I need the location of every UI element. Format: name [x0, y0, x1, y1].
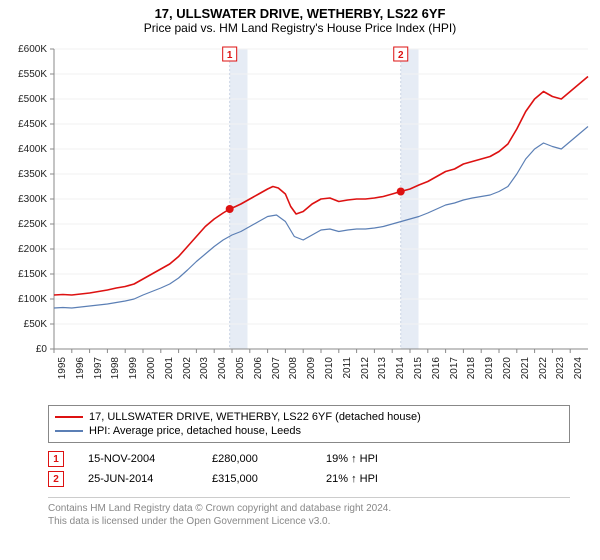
- legend-label: HPI: Average price, detached house, Leed…: [89, 425, 301, 437]
- footnote: Contains HM Land Registry data © Crown c…: [48, 497, 570, 528]
- svg-text:£150K: £150K: [18, 269, 47, 280]
- sale-row: 1 15-NOV-2004 £280,000 19% ↑ HPI: [48, 449, 570, 469]
- legend: 17, ULLSWATER DRIVE, WETHERBY, LS22 6YF …: [48, 405, 570, 443]
- chart-title: 17, ULLSWATER DRIVE, WETHERBY, LS22 6YF: [0, 0, 600, 21]
- sale-marker: 2: [48, 471, 64, 487]
- chart-area: £0 £50K £100K £150K £200K £250K £300K £350K £400…: [0, 39, 600, 399]
- svg-text:£0: £0: [36, 344, 48, 355]
- svg-text:£450K: £450K: [18, 119, 47, 130]
- sale-delta: 19% ↑ HPI: [326, 453, 378, 465]
- legend-item: HPI: Average price, detached house, Leed…: [55, 424, 563, 438]
- svg-text:£600K: £600K: [18, 44, 47, 55]
- legend-label: 17, ULLSWATER DRIVE, WETHERBY, LS22 6YF …: [89, 411, 421, 423]
- svg-text:£500K: £500K: [18, 94, 47, 105]
- svg-text:£550K: £550K: [18, 69, 47, 80]
- svg-text:£50K: £50K: [24, 319, 48, 330]
- chart-svg: £0 £50K £100K £150K £200K £250K £300K £350K £400…: [0, 39, 600, 399]
- sale-date: 15-NOV-2004: [88, 453, 188, 465]
- svg-text:£250K: £250K: [18, 219, 47, 230]
- legend-swatch: [55, 416, 83, 418]
- sale-date: 25-JUN-2014: [88, 473, 188, 485]
- svg-text:1: 1: [227, 50, 233, 61]
- sale-marker: 1: [48, 451, 64, 467]
- legend-item: 17, ULLSWATER DRIVE, WETHERBY, LS22 6YF …: [55, 410, 563, 424]
- footnote-line-1: Contains HM Land Registry data © Crown c…: [48, 502, 570, 515]
- svg-text:£400K: £400K: [18, 144, 47, 155]
- legend-swatch: [55, 430, 83, 432]
- svg-text:£300K: £300K: [18, 194, 47, 205]
- svg-text:£100K: £100K: [18, 294, 47, 305]
- svg-text:£350K: £350K: [18, 169, 47, 180]
- svg-text:£200K: £200K: [18, 244, 47, 255]
- sale-row: 2 25-JUN-2014 £315,000 21% ↑ HPI: [48, 469, 570, 489]
- sales-table: 1 15-NOV-2004 £280,000 19% ↑ HPI 2 25-JUN-201…: [48, 449, 570, 489]
- chart-subtitle: Price paid vs. HM Land Registry's House …: [0, 21, 600, 39]
- sale-price: £315,000: [212, 473, 302, 485]
- sale-delta: 21% ↑ HPI: [326, 473, 378, 485]
- footnote-line-2: This data is licensed under the Open Gov…: [48, 515, 570, 528]
- svg-text:2: 2: [398, 50, 404, 61]
- sale-price: £280,000: [212, 453, 302, 465]
